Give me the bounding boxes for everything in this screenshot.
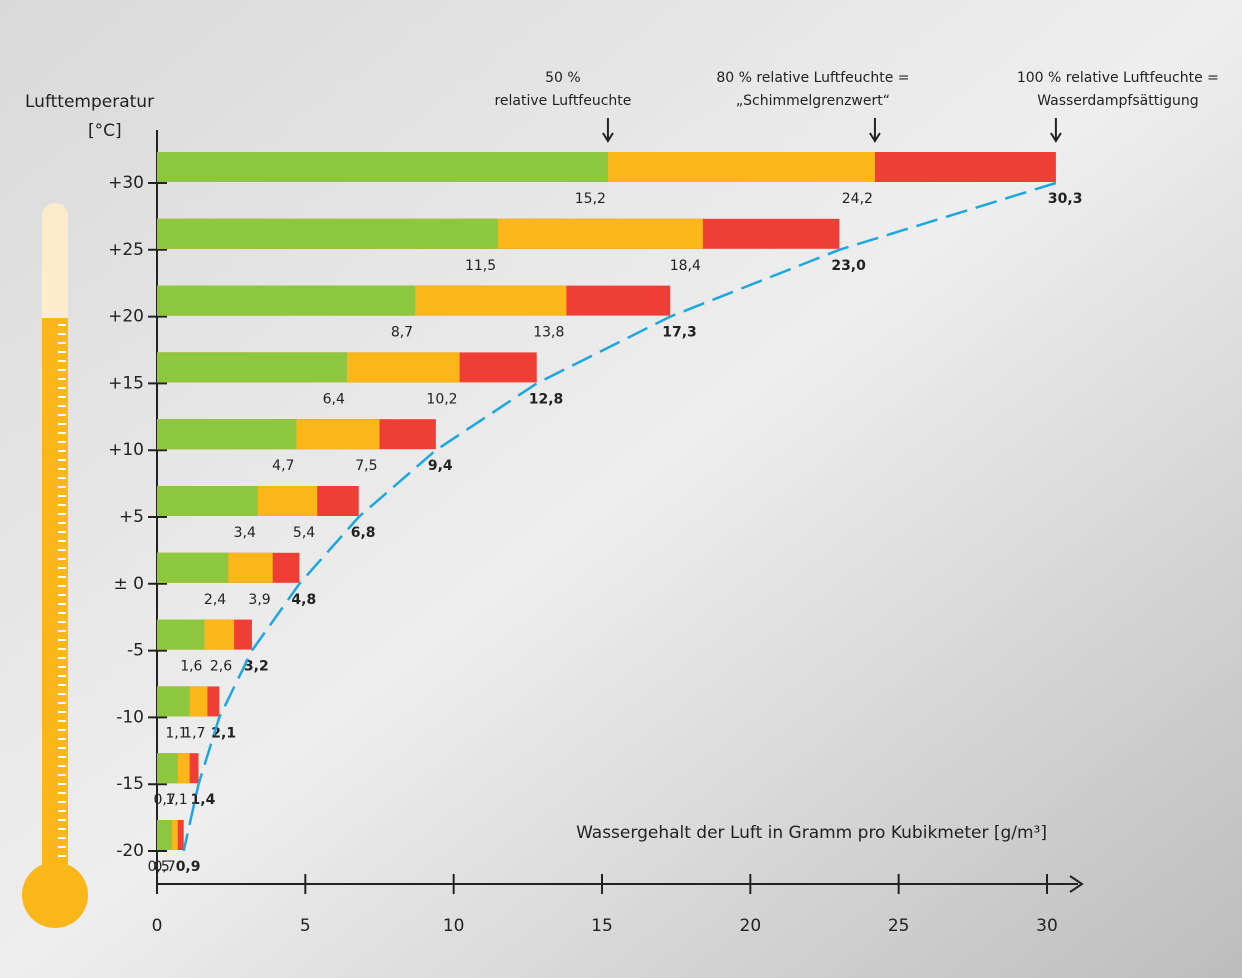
value-label: 1,7 xyxy=(183,725,205,741)
value-label: 15,2 xyxy=(575,191,606,207)
bar xyxy=(157,285,416,316)
value-label: 4,7 xyxy=(272,458,294,474)
value-label: 6,8 xyxy=(351,525,376,541)
thermometer-fill xyxy=(42,318,68,883)
value-label: 0,9 xyxy=(176,859,201,875)
x-tick-label: 30 xyxy=(1036,916,1058,936)
annotation: Wasserdampfsättigung xyxy=(1037,93,1198,109)
y-tick-label: +5 xyxy=(119,507,144,527)
y-tick-label: +10 xyxy=(108,440,144,460)
bar xyxy=(157,419,297,450)
value-label: 1,6 xyxy=(180,659,202,675)
bar xyxy=(157,686,190,717)
y-title: Lufttemperatur xyxy=(25,92,154,112)
y-tick-label: +25 xyxy=(108,240,144,260)
value-label: 24,2 xyxy=(842,191,873,207)
annotation: relative Luftfeuchte xyxy=(494,93,631,109)
value-label: 11,5 xyxy=(465,258,496,274)
x-tick-label: 0 xyxy=(152,916,163,936)
value-label: 1,1 xyxy=(165,725,187,741)
value-label: 12,8 xyxy=(529,391,564,407)
value-label: 1,4 xyxy=(191,792,216,808)
value-label: 3,2 xyxy=(244,659,269,675)
value-label: 17,3 xyxy=(662,325,697,341)
value-label: 0,7 xyxy=(154,859,176,875)
value-label: 18,4 xyxy=(670,258,701,274)
saturation-curve xyxy=(182,181,1057,852)
value-label: 2,1 xyxy=(211,725,236,741)
y-tick-label: -5 xyxy=(127,641,144,661)
bar xyxy=(157,152,608,182)
x-tick-label: 10 xyxy=(443,916,465,936)
bar xyxy=(157,218,499,249)
annotation-arrow xyxy=(869,118,881,143)
thermometer-scale xyxy=(58,324,66,857)
annotation-arrow xyxy=(602,118,614,143)
thermometer xyxy=(22,203,88,928)
value-label: 8,7 xyxy=(391,325,413,341)
y-tick-label: +15 xyxy=(108,373,144,393)
value-label: 4,8 xyxy=(291,592,316,608)
x-axis-arrow xyxy=(1069,875,1084,893)
y-tick-label: -10 xyxy=(116,707,144,727)
y-tick-label: -20 xyxy=(116,841,144,861)
value-label: 7,5 xyxy=(355,458,377,474)
value-label: 5,4 xyxy=(293,525,315,541)
bar xyxy=(157,552,229,583)
x-tick-label: 5 xyxy=(300,916,311,936)
y-tick-label: +20 xyxy=(108,307,144,327)
value-label: 3,9 xyxy=(248,592,270,608)
bar xyxy=(157,619,205,650)
x-tick-label: 20 xyxy=(740,916,762,936)
bar xyxy=(157,820,172,850)
value-label: 3,4 xyxy=(234,525,256,541)
thermometer-bulb xyxy=(22,862,88,928)
value-label: 0,5 xyxy=(148,859,170,875)
annotation: 100 % relative Luftfeuchte = xyxy=(1017,70,1219,86)
annotation: „Schimmelgrenzwert“ xyxy=(736,93,890,109)
annotation-arrow xyxy=(1050,118,1062,143)
bar xyxy=(157,753,178,784)
y-title: [°C] xyxy=(88,121,122,141)
annotation: 80 % relative Luftfeuchte = xyxy=(716,70,909,86)
y-tick-label: ± 0 xyxy=(114,574,144,594)
value-label: 23,0 xyxy=(831,258,866,274)
x-tick-label: 25 xyxy=(888,916,910,936)
x-title: Wassergehalt der Luft in Gramm pro Kubik… xyxy=(576,823,1047,843)
value-label: 6,4 xyxy=(323,391,345,407)
bar xyxy=(157,352,347,383)
y-tick-label: -15 xyxy=(116,774,144,794)
value-label: 30,3 xyxy=(1048,191,1083,207)
value-label: 0,7 xyxy=(154,792,176,808)
value-label: 10,2 xyxy=(426,391,457,407)
value-label: 9,4 xyxy=(428,458,453,474)
value-label: 1,1 xyxy=(165,792,187,808)
y-tick-label: +30 xyxy=(108,173,144,193)
value-label: 13,8 xyxy=(533,325,564,341)
value-label: 2,4 xyxy=(204,592,226,608)
x-tick-label: 15 xyxy=(591,916,613,936)
value-label: 2,6 xyxy=(210,659,232,675)
annotation: 50 % xyxy=(545,70,581,86)
bar xyxy=(157,486,258,516)
